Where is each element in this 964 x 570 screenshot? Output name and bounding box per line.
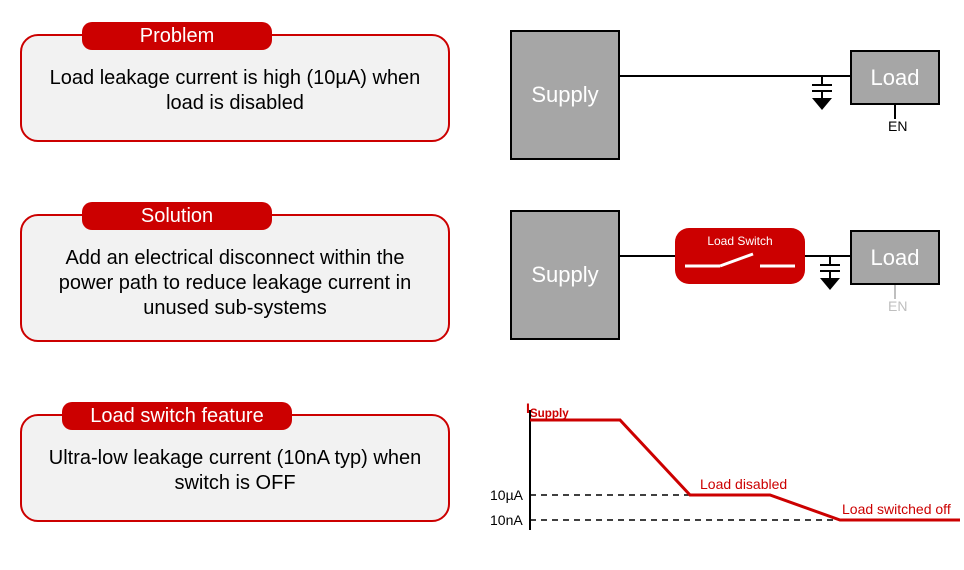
leakage-chart: ISupply 10µA 10nA Load disabled Load swi… — [490, 400, 960, 540]
supply-block: Supply — [510, 210, 620, 340]
switch-icon — [685, 248, 795, 274]
en-pin — [894, 105, 896, 119]
supply-label: Supply — [531, 82, 598, 108]
problem-badge: Problem — [82, 22, 272, 50]
chart-seg1-label: Load disabled — [700, 476, 787, 492]
feature-card: Load switch feature Ultra-low leakage cu… — [20, 414, 450, 522]
load-switch-label: Load Switch — [675, 228, 805, 248]
chart-seg2-label: Load switched off — [842, 501, 951, 517]
wire-left — [620, 255, 675, 257]
load-label: Load — [871, 65, 920, 91]
supply-block: Supply — [510, 30, 620, 160]
load-label: Load — [871, 245, 920, 271]
row-feature: Load switch feature Ultra-low leakage cu… — [0, 400, 964, 560]
en-pin — [894, 285, 896, 299]
supply-label: Supply — [531, 262, 598, 288]
en-label: EN — [888, 298, 907, 314]
problem-text: Load leakage current is high (10µA) when… — [40, 66, 430, 116]
feature-badge: Load switch feature — [62, 402, 292, 430]
solution-card: Solution Add an electrical disconnect wi… — [20, 214, 450, 342]
load-switch: Load Switch — [675, 228, 805, 284]
load-block: Load — [850, 230, 940, 285]
feature-text: Ultra-low leakage current (10nA typ) whe… — [40, 446, 430, 496]
cap-ground-icon — [818, 256, 842, 296]
chart-svg — [490, 400, 960, 540]
row-problem: Problem Load leakage current is high (10… — [0, 20, 964, 170]
problem-card: Problem Load leakage current is high (10… — [20, 34, 450, 142]
load-block: Load — [850, 50, 940, 105]
solution-text: Add an electrical disconnect within the … — [40, 246, 430, 321]
en-label: EN — [888, 118, 907, 134]
row-solution: Solution Add an electrical disconnect wi… — [0, 200, 964, 370]
solution-badge: Solution — [82, 202, 272, 230]
cap-ground-icon — [810, 76, 834, 116]
